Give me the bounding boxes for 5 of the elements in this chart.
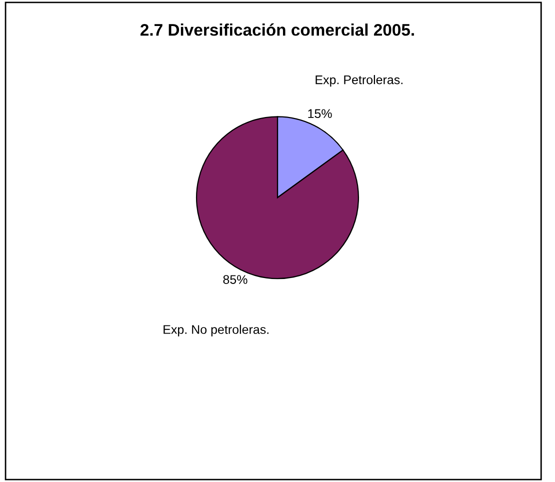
data-label: 15%: [308, 109, 332, 118]
chart-title: 2.7 Diversificación comercial 2005.: [140, 23, 414, 36]
slice-label: Exp. No petroleras.: [164, 324, 268, 336]
slice-label: Exp. Petroleras.: [316, 75, 402, 87]
data-label: 85%: [223, 275, 248, 284]
